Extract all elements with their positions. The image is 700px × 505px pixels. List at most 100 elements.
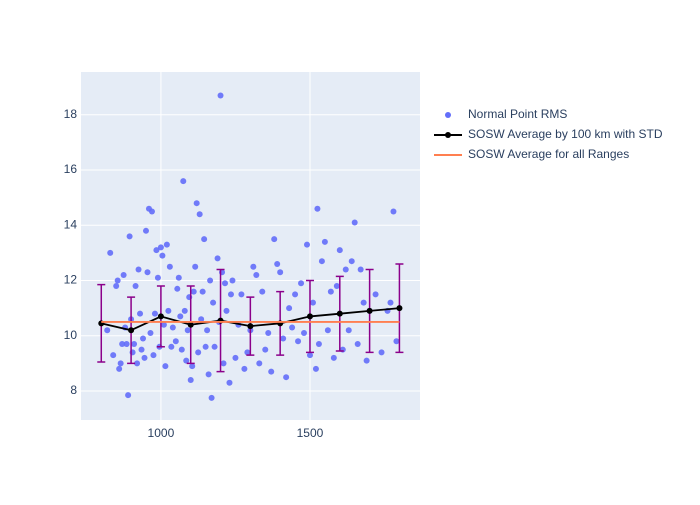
point: [250, 263, 257, 270]
point: [190, 288, 197, 295]
point: [159, 252, 166, 259]
point: [196, 211, 203, 218]
point: [174, 285, 181, 292]
point: [223, 307, 230, 314]
point: [199, 288, 206, 295]
point: [289, 324, 296, 331]
point: [315, 341, 322, 348]
point: [147, 330, 154, 336]
point: [393, 338, 400, 345]
point: [238, 291, 245, 298]
point: [144, 269, 151, 276]
point: [208, 394, 215, 401]
point: [280, 335, 287, 342]
point: [153, 247, 160, 254]
point: [342, 266, 349, 273]
point: [357, 266, 364, 273]
point: [157, 244, 164, 251]
point: [183, 357, 190, 364]
point: [138, 346, 145, 353]
point: [116, 365, 123, 372]
point: [244, 349, 251, 356]
point: [178, 346, 185, 353]
point: [333, 283, 340, 290]
point: [351, 219, 358, 226]
y-tick-label: 8: [70, 383, 77, 397]
point: [256, 360, 263, 367]
point: [327, 288, 334, 295]
point: [117, 360, 124, 367]
point: [277, 269, 284, 276]
point: [324, 327, 331, 334]
line-point: [187, 321, 194, 328]
point: [214, 255, 221, 262]
point: [330, 354, 337, 361]
point: [211, 343, 218, 350]
legend-marker: [445, 132, 451, 138]
point: [114, 277, 121, 284]
point: [126, 233, 133, 240]
point: [141, 354, 148, 361]
point: [201, 236, 208, 243]
y-tick-label: 18: [64, 107, 78, 121]
point: [309, 299, 316, 306]
point: [372, 291, 379, 298]
point: [113, 283, 120, 290]
point: [295, 338, 302, 345]
plot-area: [81, 72, 420, 420]
point: [217, 92, 224, 99]
point: [286, 305, 293, 312]
point: [232, 354, 239, 361]
point: [354, 341, 361, 348]
point: [195, 349, 202, 356]
point: [207, 277, 214, 284]
line-point: [157, 313, 164, 320]
point: [274, 260, 281, 267]
line-point: [306, 313, 313, 320]
legend-label: SOSW Average by 100 km with STD: [468, 127, 663, 141]
legend-label: SOSW Average for all Ranges: [468, 147, 629, 161]
point: [222, 280, 229, 287]
point: [205, 371, 212, 378]
point: [123, 341, 130, 348]
point: [119, 341, 126, 348]
point: [271, 236, 278, 243]
point: [140, 335, 147, 342]
point: [226, 379, 233, 386]
point: [180, 178, 187, 185]
point: [168, 343, 175, 350]
point: [345, 327, 352, 334]
point: [137, 310, 144, 317]
point: [229, 277, 236, 284]
point: [189, 363, 196, 370]
point: [268, 368, 275, 375]
point: [154, 274, 161, 281]
x-tick-label: 1500: [297, 426, 324, 440]
point: [312, 365, 319, 372]
point: [169, 324, 176, 331]
point: [175, 274, 182, 281]
x-tick-label: 1000: [148, 426, 175, 440]
y-tick-label: 10: [64, 328, 78, 342]
line-point: [128, 327, 135, 334]
point: [120, 272, 127, 278]
point: [198, 316, 205, 323]
point: [301, 330, 308, 336]
point: [220, 360, 227, 367]
point: [135, 266, 142, 273]
point: [193, 200, 200, 207]
point: [390, 208, 397, 215]
point: [184, 327, 191, 334]
point: [148, 208, 155, 215]
point: [165, 307, 172, 314]
point: [177, 313, 184, 320]
point: [192, 263, 199, 270]
point: [318, 258, 325, 265]
point: [166, 263, 173, 270]
point: [306, 352, 313, 359]
line-point: [336, 310, 343, 317]
point: [204, 327, 211, 334]
point: [265, 330, 272, 336]
point: [304, 241, 310, 248]
